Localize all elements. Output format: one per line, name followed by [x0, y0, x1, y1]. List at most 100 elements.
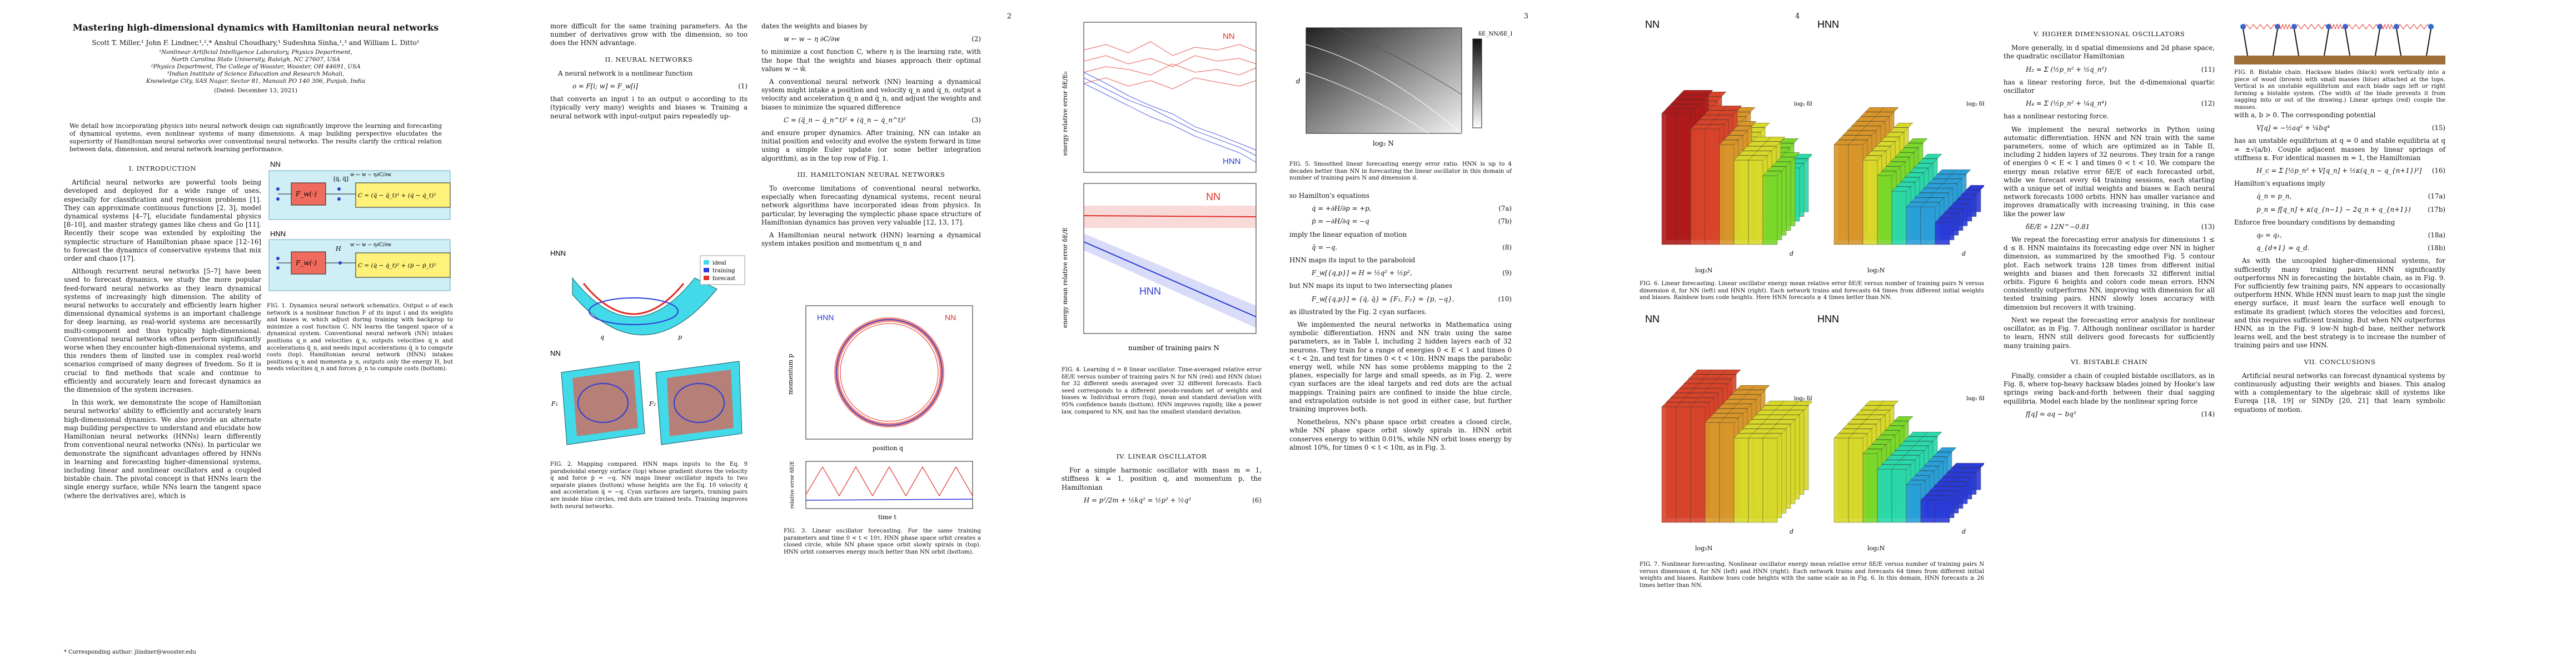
page-4: 4 NN log₂N d log₂ δE/E HNN log₂N d log₂ δE/E…: [1551, 0, 2576, 667]
blade: [2294, 28, 2299, 56]
bar-top: [1748, 155, 1768, 161]
bar-top: [1895, 152, 1915, 157]
bar-front: [1733, 160, 1749, 245]
bar-top: [1891, 464, 1911, 470]
bar-top: [1918, 436, 1938, 441]
axis-label: log₂ δE/E: [1966, 101, 1984, 107]
bar-top: [1909, 446, 1929, 451]
bar-top: [1886, 162, 1906, 167]
svg-text:HNN: HNN: [1817, 313, 1839, 325]
bar-top: [1877, 171, 1897, 176]
bar-front: [1719, 422, 1735, 523]
bar-top: [1762, 433, 1782, 439]
bar-top: [1732, 126, 1752, 131]
bar-front: [1748, 437, 1763, 523]
figure-6-caption: FIG. 6. Linear forecasting. Linear oscil…: [1640, 281, 1984, 301]
bar-top: [1776, 157, 1796, 162]
blade: [2375, 28, 2380, 56]
figure-8: [2234, 17, 2445, 67]
bar-top: [1713, 115, 1733, 120]
bar-top: [1705, 124, 1725, 130]
blade: [2243, 28, 2248, 56]
mass: [2240, 24, 2246, 29]
page3-right-column: so Hamilton's equations q̇ = +∂H/∂p = +p…: [1289, 192, 1512, 451]
bar-top: [1947, 174, 1967, 179]
bar-top: [1929, 193, 1949, 198]
svg-text:p: p: [678, 334, 682, 341]
bar-top: [1922, 153, 1942, 159]
bar-top: [1867, 444, 1887, 449]
fig5-contour: δE_NN/δE_HNN log₂ N d: [1296, 27, 1525, 147]
bar-top: [1934, 188, 1954, 193]
page-number: 4: [1795, 12, 1800, 21]
bar-top: [1862, 155, 1882, 161]
equation-1: o = F[i; w] = F_w[i] (1): [572, 82, 748, 91]
bar-top: [1894, 122, 1914, 128]
equation-3: C = (q̈_n − q̈_n^t)² + (q̇_n − q̇_n^t)²(…: [784, 116, 981, 124]
bar-top: [1785, 410, 1805, 415]
bar-top: [1717, 374, 1737, 379]
bar-top: [1896, 460, 1916, 465]
bar-top: [1957, 194, 1977, 200]
spring: [2396, 24, 2431, 29]
axis-label: log₂N: [1695, 267, 1713, 274]
bar-top: [1750, 122, 1770, 128]
figure-4: NN HNN energy relative error δE/E₀ NN HN…: [1056, 17, 1267, 361]
abstract: We detail how incorporating physics into…: [69, 122, 442, 153]
fig8-chain: [2234, 23, 2445, 64]
bar-front: [1762, 175, 1778, 245]
page1-left-column: I. INTRODUCTION Artificial neural networ…: [64, 165, 261, 500]
bar-front: [1690, 128, 1706, 245]
bar-front: [1676, 406, 1691, 523]
bar-top: [1904, 143, 1924, 148]
blade: [2345, 28, 2350, 56]
bar-top: [1876, 141, 1896, 147]
fig2-surfaces: HNN ideal training forecast q p NN F₁ F₂: [550, 249, 745, 445]
svg-text:time t: time t: [878, 514, 896, 521]
bar-front: [1690, 406, 1706, 523]
axis-label: log₂N: [1867, 545, 1885, 552]
bar-top: [1722, 106, 1742, 111]
bar-top: [1961, 467, 1981, 472]
bar-top: [1767, 166, 1787, 171]
fig1-loop-hnn: w ← w − η∂C/∂w: [350, 242, 392, 248]
axis-label: d: [1790, 250, 1793, 257]
bar-top: [1920, 202, 1940, 207]
mass: [2394, 24, 2399, 29]
bar-top: [1857, 424, 1877, 429]
footnote: * Corresponding author: jlindner@wooster…: [64, 649, 196, 655]
bar-top: [1871, 146, 1891, 151]
bar-top: [1707, 91, 1727, 97]
bar-top: [1875, 405, 1895, 410]
svg-text:position q: position q: [873, 445, 903, 452]
bar-top: [1685, 99, 1705, 104]
bar-top: [1752, 151, 1772, 156]
bar-top: [1861, 419, 1881, 425]
bar-front: [1719, 144, 1735, 245]
bar-top: [1906, 480, 1926, 485]
bar-top: [1876, 435, 1896, 440]
affiliations: ¹Nonlinear Artificial Intelligence Labor…: [146, 49, 366, 94]
bar-top: [1957, 472, 1977, 477]
bar-top: [1925, 197, 1945, 202]
bar-top: [1689, 94, 1709, 100]
axis-label: log₂N: [1867, 267, 1885, 274]
figure-7-caption: FIG. 7. Nonlinear forecasting. Nonlinear…: [1640, 561, 1984, 589]
spring: [2345, 24, 2380, 29]
svg-text:forecast: forecast: [712, 276, 735, 282]
fig2-nn-label: NN: [550, 349, 561, 357]
bar-top: [1693, 90, 1713, 95]
bar-front: [1762, 437, 1778, 523]
fig1-hnn-label: HNN: [270, 230, 286, 238]
fig6-bars: NN log₂N d log₂ δE/E: [1645, 19, 1820, 274]
svg-text:NN: NN: [1206, 191, 1220, 202]
mass: [2291, 24, 2297, 29]
bar-top: [1848, 433, 1868, 439]
bar-top: [1880, 137, 1900, 142]
figure-2-caption: FIG. 2. Mapping compared. HNN maps input…: [550, 461, 748, 510]
fig2-hnn-label: HNN: [550, 249, 566, 257]
bar-top: [1780, 152, 1800, 157]
bar-top: [1737, 121, 1757, 126]
spring: [2379, 23, 2397, 30]
bar-front: [1748, 160, 1763, 245]
